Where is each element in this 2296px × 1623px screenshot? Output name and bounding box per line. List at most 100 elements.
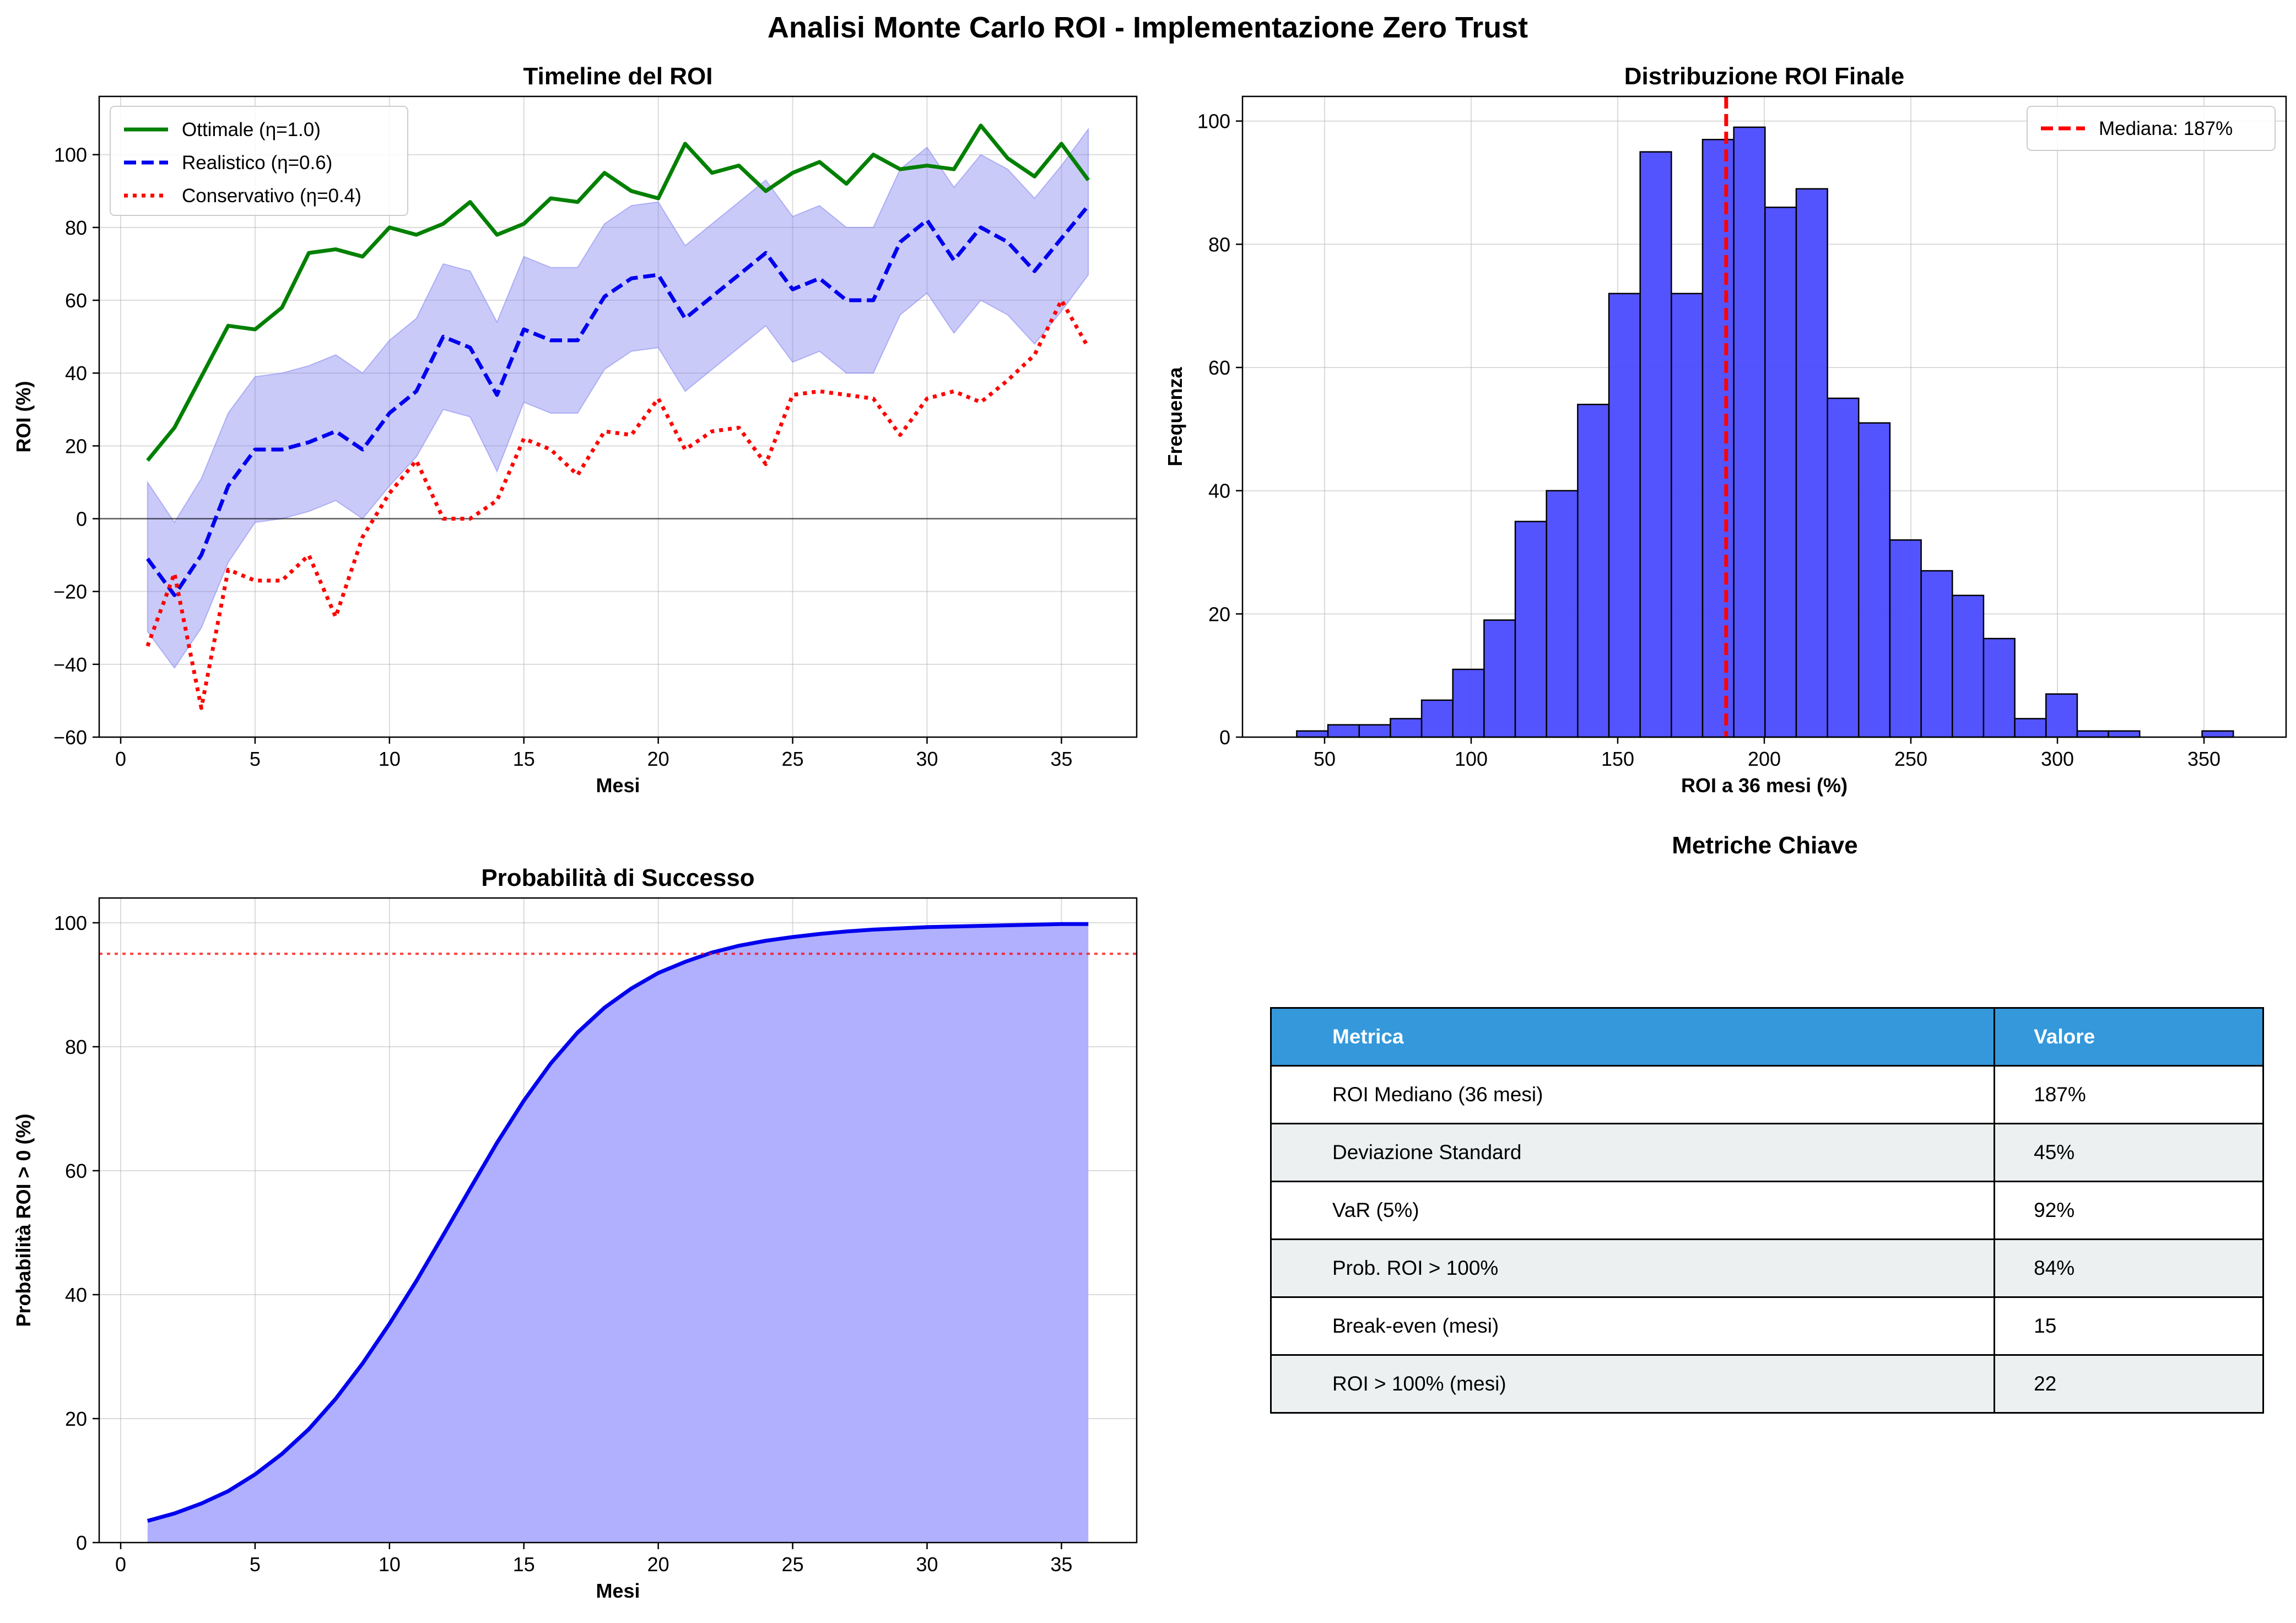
y-tick-label: 60: [65, 1160, 87, 1182]
y-tick-label: −20: [53, 581, 87, 603]
x-tick-label: 25: [782, 1553, 804, 1576]
histogram-bar: [1390, 718, 1423, 738]
x-tick-label: 50: [1314, 748, 1336, 770]
y-tick-label: 40: [1208, 480, 1230, 502]
timeline-title: Timeline del ROI: [523, 63, 713, 90]
series-line-3: [145, 298, 1090, 710]
histogram-bar: [2076, 730, 2109, 738]
metric-value: 15: [1994, 1296, 2264, 1356]
histogram-bar: [1327, 724, 1360, 738]
metric-name: ROI > 100% (mesi): [1269, 1354, 1996, 1414]
table-row: Prob. ROI > 100% 84%: [1269, 1238, 2264, 1298]
metric-value: 22: [1994, 1354, 2264, 1414]
probability-ticks: [93, 922, 1062, 1549]
histogram-bar: [1296, 730, 1329, 738]
y-tick-label: 80: [65, 1036, 87, 1058]
x-tick-label: 35: [1050, 1553, 1072, 1576]
y-tick-label: 20: [1208, 603, 1230, 625]
x-tick-label: 200: [1748, 748, 1781, 770]
x-tick-label: 5: [250, 1553, 261, 1576]
y-tick-label: 60: [65, 289, 87, 312]
histogram-bar: [1952, 594, 1985, 738]
x-tick-label: 20: [647, 748, 669, 770]
y-tick-label: 0: [1219, 726, 1230, 749]
x-tick-label: 25: [782, 748, 804, 770]
histogram-bar: [1733, 126, 1766, 738]
y-tick-label: 80: [65, 217, 87, 239]
histogram-bar: [1920, 570, 1953, 738]
table-row: Deviazione Standard 45%: [1269, 1123, 2264, 1182]
x-tick-label: 30: [916, 748, 938, 770]
probability-line: [147, 922, 1089, 1523]
y-tick-label: 80: [1208, 233, 1230, 256]
histogram-bar: [1795, 188, 1828, 738]
probability-frame: [98, 897, 1138, 1544]
y-tick-label: 40: [65, 1284, 87, 1306]
timeline-legend: Ottimale (η=1.0) Realistico (η=0.6) Conser…: [110, 106, 408, 216]
x-tick-label: 250: [1894, 748, 1927, 770]
distribution-legend: Mediana: 187%: [2027, 106, 2276, 151]
x-tick-label: 150: [1601, 748, 1634, 770]
x-tick-label: 15: [513, 748, 535, 770]
y-tick-label: 100: [54, 144, 87, 166]
x-tick-label: 0: [115, 1553, 126, 1576]
y-tick-label: 100: [1197, 110, 1230, 133]
x-tick-label: 5: [250, 748, 261, 770]
y-tick-label: −60: [53, 726, 87, 749]
probability-title: Probabilità di Successo: [481, 864, 754, 891]
distribution-ticks: [1236, 120, 2205, 744]
y-tick-label: 0: [76, 508, 87, 531]
x-tick-label: 15: [513, 1553, 535, 1576]
histogram-bar: [1420, 699, 1454, 738]
confidence-band: [147, 127, 1089, 669]
histogram-bar: [1701, 139, 1735, 738]
table-row: ROI > 100% (mesi) 22: [1269, 1354, 2264, 1414]
legend-box: [110, 106, 408, 216]
metric-name: Prob. ROI > 100%: [1269, 1238, 1996, 1298]
metrics-header-metric: Metrica: [1269, 1007, 1996, 1067]
histogram-bar: [2045, 693, 2078, 738]
y-tick-label: −40: [53, 653, 87, 676]
y-tick-label: 60: [1208, 356, 1230, 379]
histogram-bar: [1671, 293, 1704, 738]
metrics-header-value: Valore: [1994, 1007, 2264, 1067]
metrics-table: Metrica Valore ROI Mediano (36 mesi) 187…: [1269, 1007, 2264, 1414]
table-row: VaR (5%) 92%: [1269, 1181, 2264, 1240]
metric-name: VaR (5%): [1269, 1181, 1996, 1240]
x-tick-label: 20: [647, 1553, 669, 1576]
histogram-bar: [1827, 397, 1860, 738]
histogram-bar: [1577, 403, 1610, 738]
probability-ylabel: Probabilità ROI > 0 (%): [12, 1113, 35, 1327]
x-tick-label: 300: [2041, 748, 2074, 770]
x-tick-label: 100: [1455, 748, 1488, 770]
histogram-bar: [1452, 668, 1485, 738]
metric-name: ROI Mediano (36 mesi): [1269, 1065, 1996, 1124]
histogram-bar: [1764, 207, 1797, 738]
metrics-header-row: Metrica Valore: [1269, 1007, 2264, 1067]
metrics-title: Metriche Chiave: [1672, 832, 1857, 859]
probability-area: [147, 924, 1089, 1543]
histogram-bar: [1358, 724, 1391, 738]
x-tick-label: 30: [916, 1553, 938, 1576]
table-row: Break-even (mesi) 15: [1269, 1296, 2264, 1356]
x-tick-label: 0: [115, 748, 126, 770]
y-tick-label: 100: [54, 912, 87, 934]
y-tick-label: 20: [65, 1408, 87, 1430]
y-tick-label: 0: [76, 1532, 87, 1554]
series-line-1: [146, 123, 1090, 462]
histogram-bar: [1889, 539, 1922, 738]
histogram-bar: [2201, 730, 2234, 738]
distribution-chart: 50 100 150 200 250 300 350 0 20 40 60 80 100 Distribu…: [1164, 63, 2287, 797]
legend-entry: Mediana: 187%: [2099, 118, 2233, 139]
histogram-bar: [1546, 490, 1579, 738]
y-tick-label: 40: [65, 362, 87, 385]
histogram-bar: [1982, 637, 2016, 738]
metric-value: 45%: [1994, 1123, 2264, 1182]
legend-box: [2027, 106, 2276, 151]
series-line-2: [145, 204, 1090, 597]
x-tick-label: 35: [1050, 748, 1072, 770]
legend-entry: Ottimale (η=1.0): [182, 119, 321, 140]
histogram-bar: [1514, 521, 1547, 738]
x-tick-label: 10: [379, 748, 401, 770]
